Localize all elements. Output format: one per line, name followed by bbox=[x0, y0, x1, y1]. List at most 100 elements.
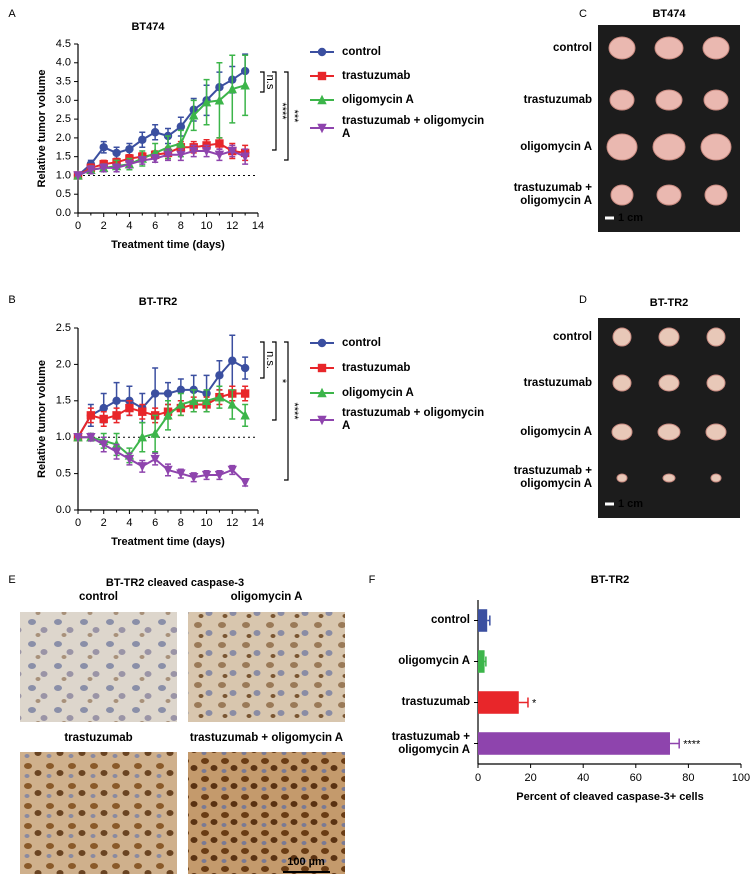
marker bbox=[201, 97, 212, 107]
ihc-label: oligomycin A bbox=[230, 590, 303, 603]
legend-label-box: oligomycin A bbox=[342, 387, 414, 399]
photo-row-label-box: control bbox=[553, 42, 592, 54]
photo-row-label: oligomycin A bbox=[520, 425, 592, 438]
marker bbox=[176, 399, 186, 409]
y-tick-label: 0.0 bbox=[56, 207, 71, 219]
tumor bbox=[662, 473, 676, 483]
legend-label: control bbox=[342, 336, 381, 349]
category-label: control bbox=[431, 614, 470, 626]
marker bbox=[189, 473, 199, 483]
panel-label: E bbox=[8, 574, 15, 586]
photo-row-label-box: trastuzumab + oligomycin A bbox=[513, 182, 592, 207]
x-tick-label: 6 bbox=[152, 517, 158, 529]
legend-label-box: trastuzumab + oligomycin A bbox=[342, 407, 485, 432]
x-tick-label: 20 bbox=[524, 772, 536, 784]
marker bbox=[86, 411, 96, 420]
ihc-image bbox=[20, 612, 177, 722]
tumor bbox=[654, 36, 684, 60]
category-label: oligomycin A bbox=[398, 655, 470, 667]
marker bbox=[227, 83, 237, 94]
y-tick-label: 2.5 bbox=[56, 113, 71, 125]
marker bbox=[214, 391, 225, 402]
x-tick-label: 12 bbox=[226, 517, 238, 529]
photo-title: BT474 bbox=[652, 8, 686, 20]
photo-row-label-box: oligomycin A bbox=[520, 141, 592, 153]
marker bbox=[176, 150, 186, 160]
marker bbox=[240, 152, 250, 162]
legend-label: control bbox=[342, 45, 381, 58]
tumor bbox=[656, 184, 682, 206]
scale-label: 100 µm bbox=[287, 856, 325, 868]
x-tick-label: 100 bbox=[732, 772, 750, 784]
x-tick-label: 12 bbox=[226, 220, 238, 232]
panel-label: B bbox=[8, 294, 15, 306]
marker bbox=[317, 387, 327, 398]
marker bbox=[176, 385, 186, 395]
category-label-box: trastuzumab bbox=[402, 696, 470, 708]
marker bbox=[227, 146, 237, 157]
ihc-label-box: oligomycin A bbox=[230, 590, 303, 603]
marker bbox=[112, 148, 121, 158]
marker bbox=[317, 123, 327, 134]
x-tick-label: 10 bbox=[200, 220, 212, 232]
category-label-box: oligomycin A bbox=[398, 655, 470, 667]
tumor bbox=[606, 133, 638, 161]
x-tick-label: 2 bbox=[101, 220, 107, 232]
y-tick-label: 2.0 bbox=[56, 132, 71, 144]
legend-label: trastuzumab bbox=[342, 361, 411, 374]
marker bbox=[99, 143, 108, 152]
marker bbox=[227, 399, 237, 409]
marker bbox=[99, 403, 108, 413]
tumor bbox=[705, 423, 727, 441]
marker bbox=[150, 128, 160, 137]
tumor bbox=[612, 327, 632, 347]
significance-label: n.s. bbox=[264, 351, 276, 369]
legend-label-box: control bbox=[342, 45, 381, 58]
tumor bbox=[612, 374, 632, 392]
marker bbox=[227, 465, 237, 476]
marker bbox=[228, 356, 237, 365]
tumor bbox=[609, 89, 635, 111]
marker bbox=[86, 165, 96, 176]
x-tick-label: 8 bbox=[178, 517, 184, 529]
marker bbox=[214, 150, 225, 160]
photo bbox=[598, 318, 740, 518]
legend-label-box: trastuzumab bbox=[342, 69, 411, 82]
marker bbox=[215, 139, 224, 148]
legend-label: trastuzumab + oligomycin A bbox=[342, 407, 485, 432]
category-label-box: control bbox=[431, 614, 470, 626]
x-tick-label: 4 bbox=[126, 220, 132, 232]
marker bbox=[138, 135, 147, 144]
marker bbox=[125, 144, 134, 154]
bar bbox=[478, 732, 670, 755]
tumor bbox=[704, 184, 728, 206]
tumor bbox=[608, 36, 636, 60]
marker bbox=[317, 363, 327, 373]
x-tick-label: 4 bbox=[126, 517, 132, 529]
marker bbox=[201, 395, 212, 405]
bar bbox=[478, 609, 488, 632]
tumor bbox=[706, 374, 726, 392]
scale-label: 1 cm bbox=[618, 212, 643, 224]
significance-label: * bbox=[532, 697, 537, 709]
marker bbox=[240, 389, 250, 398]
y-tick-label: 3.5 bbox=[56, 75, 71, 87]
significance-label: * bbox=[276, 379, 288, 384]
ihc-image bbox=[20, 752, 177, 874]
significance-bracket bbox=[284, 341, 289, 481]
photo-row-label-box: control bbox=[553, 331, 592, 343]
photo-row-label: trastuzumab bbox=[523, 93, 592, 106]
x-tick-label: 0 bbox=[75, 517, 81, 529]
legend-label: trastuzumab bbox=[342, 69, 411, 82]
photo-row-label: trastuzumab + oligomycin A bbox=[513, 182, 592, 207]
photo-row-label: trastuzumab bbox=[523, 376, 592, 389]
ihc-label-box: trastuzumab + oligomycin A bbox=[190, 732, 343, 744]
marker bbox=[150, 454, 160, 465]
marker bbox=[163, 150, 173, 160]
photo-row-label: trastuzumab + oligomycin A bbox=[513, 465, 592, 490]
marker bbox=[317, 71, 327, 81]
chart-title: BT-TR2 bbox=[139, 296, 178, 308]
marker bbox=[176, 469, 186, 479]
tumor bbox=[610, 184, 634, 206]
